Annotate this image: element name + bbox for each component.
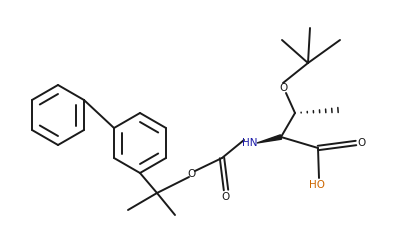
Text: O: O — [188, 169, 196, 179]
Text: HN: HN — [242, 138, 258, 148]
Polygon shape — [257, 135, 281, 143]
Text: O: O — [357, 138, 365, 148]
Text: HO: HO — [309, 180, 325, 190]
Text: O: O — [279, 83, 287, 93]
Text: O: O — [222, 192, 230, 202]
